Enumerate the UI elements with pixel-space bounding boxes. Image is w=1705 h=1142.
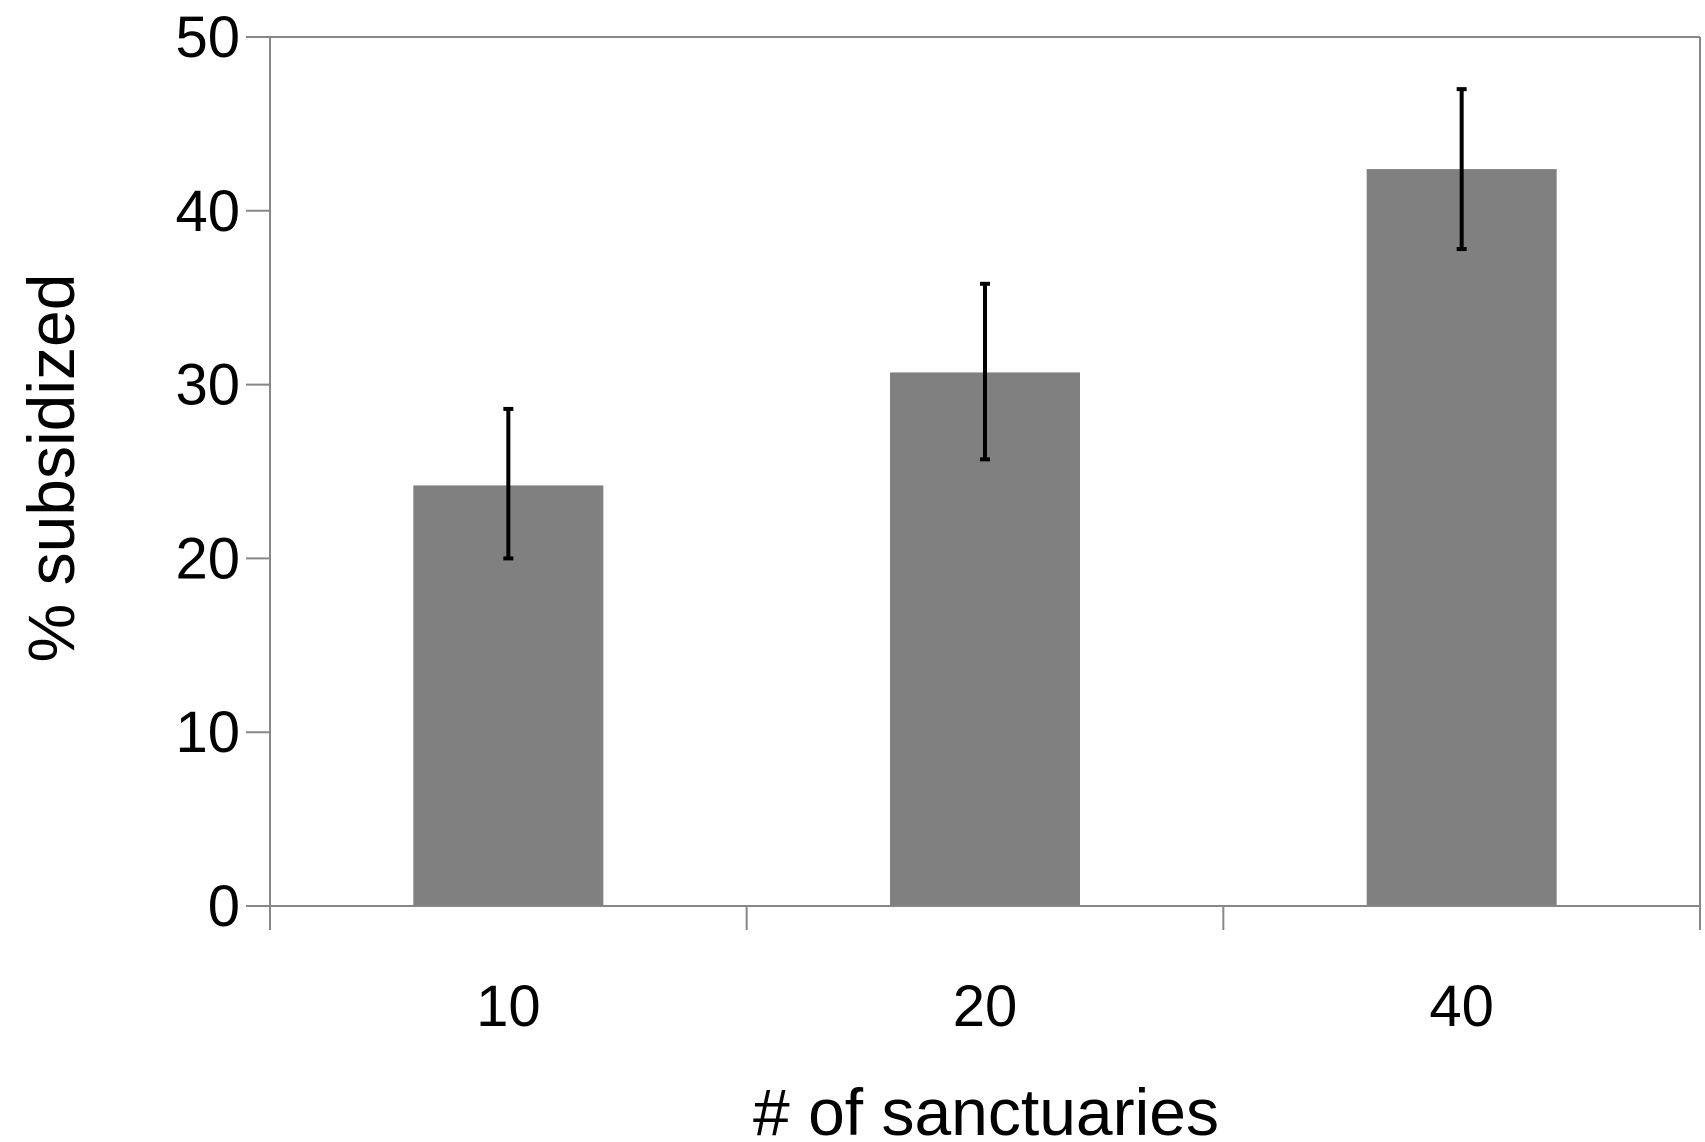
bars-group (413, 169, 1557, 907)
y-tick-label: 0 (208, 874, 240, 939)
y-axis-title: % subsidized (14, 274, 88, 663)
bar (1366, 169, 1557, 906)
x-tick-label: 10 (476, 974, 541, 1039)
error-bars-group (503, 87, 1467, 561)
x-axis-title: # of sanctuaries (753, 1075, 1219, 1142)
y-axis: 0 10 20 30 40 50 (175, 5, 270, 939)
y-tick-label: 20 (175, 526, 240, 591)
x-tick-label: 40 (1429, 974, 1494, 1039)
bar (890, 372, 1080, 907)
y-tick-label: 50 (175, 5, 240, 70)
x-tick-label: 20 (953, 974, 1018, 1039)
y-tick-label: 10 (175, 700, 240, 765)
y-tick-label: 40 (175, 179, 240, 244)
plot-frame (269, 36, 1701, 930)
y-tick-label: 30 (175, 353, 240, 418)
x-axis: 10 20 40 (476, 906, 1494, 1039)
